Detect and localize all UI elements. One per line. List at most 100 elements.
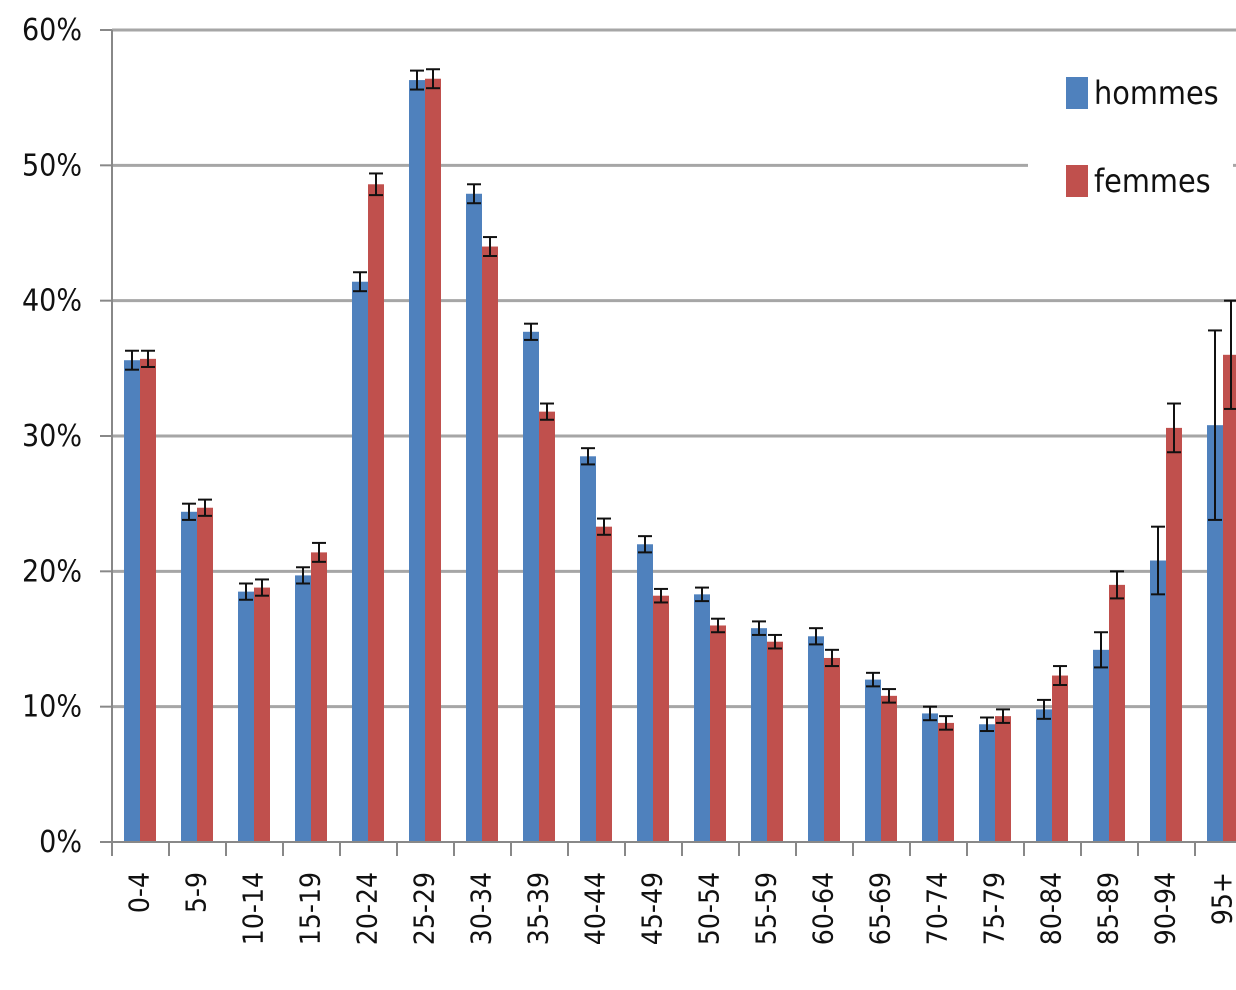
error-bar-femmes-50-54 bbox=[711, 617, 725, 634]
y-tick-label-60: 60% bbox=[22, 13, 82, 48]
bar-femmes-85-89 bbox=[1109, 584, 1125, 842]
error-bar-hommes-50-54 bbox=[695, 586, 709, 603]
error-bar-hommes-55-59 bbox=[752, 620, 766, 636]
error-bar-femmes-25-29 bbox=[426, 68, 440, 90]
bar-femmes-10-14 bbox=[254, 587, 270, 842]
bar-hommes-45-49 bbox=[637, 544, 653, 842]
error-bars bbox=[125, 68, 1236, 733]
error-bar-hommes-95+ bbox=[1208, 329, 1222, 521]
error-bar-femmes-40-44 bbox=[597, 517, 611, 536]
x-tick-label-50-54: 50-54 bbox=[693, 872, 726, 945]
bar-femmes-55-59 bbox=[767, 641, 783, 842]
bar-femmes-65-69 bbox=[881, 695, 897, 842]
error-bar-femmes-15-19 bbox=[312, 541, 326, 563]
bar-femmes-25-29 bbox=[425, 78, 441, 843]
error-bar-femmes-45-49 bbox=[654, 587, 668, 604]
y-axis: 0% 10% 20% 30% 40% 50% 60% bbox=[22, 13, 113, 860]
bar-femmes-60-64 bbox=[824, 657, 840, 842]
bar-hommes-55-59 bbox=[751, 628, 767, 842]
y-tick-label-40: 40% bbox=[22, 284, 82, 319]
bar-femmes-15-19 bbox=[311, 552, 327, 842]
error-bar-femmes-75-79 bbox=[996, 708, 1010, 724]
legend-label-femmes: femmes bbox=[1094, 162, 1211, 200]
error-bar-hommes-10-14 bbox=[239, 582, 253, 601]
error-bar-hommes-60-64 bbox=[809, 627, 823, 646]
bar-hommes-5-9 bbox=[181, 511, 197, 842]
y-tick-label-30: 30% bbox=[22, 419, 82, 454]
bar-femmes-45-49 bbox=[653, 595, 669, 842]
x-tick-label-55-59: 55-59 bbox=[750, 872, 783, 945]
error-bar-hommes-85-89 bbox=[1094, 631, 1108, 669]
y-tick-label-10: 10% bbox=[22, 690, 82, 725]
x-tick-label-10-14: 10-14 bbox=[237, 872, 270, 945]
y-tick-label-20: 20% bbox=[22, 554, 82, 589]
error-bar-hommes-5-9 bbox=[182, 502, 196, 521]
x-tick-label-90-94: 90-94 bbox=[1149, 872, 1182, 945]
error-bar-femmes-0-4 bbox=[141, 349, 155, 368]
x-tick-label-20-24: 20-24 bbox=[351, 872, 384, 945]
x-tick-label-65-69: 65-69 bbox=[864, 872, 897, 945]
bar-hommes-15-19 bbox=[295, 575, 311, 842]
bar-hommes-65-69 bbox=[865, 679, 881, 842]
error-bar-femmes-65-69 bbox=[882, 688, 896, 704]
error-bar-femmes-80-84 bbox=[1053, 665, 1067, 687]
bar-hommes-90-94 bbox=[1150, 560, 1166, 842]
error-bar-hommes-65-69 bbox=[866, 671, 880, 688]
legend-swatch-femmes bbox=[1066, 165, 1088, 197]
bar-hommes-25-29 bbox=[409, 80, 425, 842]
x-tick-label-80-84: 80-84 bbox=[1035, 872, 1068, 945]
bar-femmes-90-94 bbox=[1166, 427, 1182, 842]
error-bar-femmes-70-74 bbox=[939, 715, 953, 731]
x-tick-label-85-89: 85-89 bbox=[1092, 872, 1125, 945]
bar-hommes-30-34 bbox=[466, 193, 482, 843]
bar-hommes-80-84 bbox=[1036, 709, 1052, 842]
error-bar-hommes-15-19 bbox=[296, 566, 310, 585]
error-bar-hommes-80-84 bbox=[1037, 698, 1051, 720]
bar-hommes-50-54 bbox=[694, 594, 710, 842]
bar-hommes-40-44 bbox=[580, 456, 596, 842]
bars bbox=[124, 78, 1236, 843]
error-bar-femmes-30-34 bbox=[483, 236, 497, 258]
error-bar-femmes-5-9 bbox=[198, 498, 212, 517]
bar-hommes-20-24 bbox=[352, 281, 368, 843]
legend: hommes femmes bbox=[1028, 44, 1233, 220]
error-bar-hommes-25-29 bbox=[410, 69, 424, 91]
bar-femmes-35-39 bbox=[539, 411, 555, 842]
error-bar-femmes-20-24 bbox=[369, 172, 383, 197]
bar-hommes-85-89 bbox=[1093, 649, 1109, 842]
bar-femmes-0-4 bbox=[140, 358, 156, 842]
bar-femmes-70-74 bbox=[938, 722, 954, 842]
x-tick-label-60-64: 60-64 bbox=[807, 872, 840, 945]
y-tick-label-0: 0% bbox=[39, 825, 82, 860]
error-bar-hommes-90-94 bbox=[1151, 525, 1165, 596]
x-tick-label-35-39: 35-39 bbox=[522, 872, 555, 945]
legend-background bbox=[1028, 44, 1233, 220]
error-bar-hommes-45-49 bbox=[638, 535, 652, 554]
bar-hommes-60-64 bbox=[808, 636, 824, 842]
y-tick-label-50: 50% bbox=[22, 148, 82, 183]
bar-hommes-95+ bbox=[1207, 425, 1223, 842]
error-bar-hommes-20-24 bbox=[353, 271, 367, 293]
x-axis: 0-4 5-9 10-14 15-19 20-24 25-29 30-34 35-39 40-4… bbox=[111, 841, 1236, 945]
bar-femmes-20-24 bbox=[368, 184, 384, 842]
bar-femmes-75-79 bbox=[995, 716, 1011, 842]
legend-swatch-hommes bbox=[1066, 77, 1088, 109]
error-bar-femmes-85-89 bbox=[1110, 570, 1124, 600]
bar-femmes-40-44 bbox=[596, 526, 612, 842]
error-bar-femmes-10-14 bbox=[255, 578, 269, 597]
x-tick-label-30-34: 30-34 bbox=[465, 872, 498, 945]
x-tick-label-70-74: 70-74 bbox=[921, 872, 954, 945]
error-bar-femmes-60-64 bbox=[825, 648, 839, 668]
bar-hommes-70-74 bbox=[922, 713, 938, 842]
error-bar-hommes-75-79 bbox=[980, 716, 994, 733]
bar-femmes-5-9 bbox=[197, 507, 213, 842]
error-bar-hommes-30-34 bbox=[467, 183, 481, 205]
error-bar-femmes-55-59 bbox=[768, 633, 782, 650]
bar-femmes-30-34 bbox=[482, 246, 498, 843]
bar-hommes-35-39 bbox=[523, 331, 539, 842]
x-tick-label-40-44: 40-44 bbox=[579, 872, 612, 945]
legend-label-hommes: hommes bbox=[1094, 74, 1219, 112]
x-tick-label-15-19: 15-19 bbox=[294, 872, 327, 945]
bar-hommes-75-79 bbox=[979, 724, 995, 842]
